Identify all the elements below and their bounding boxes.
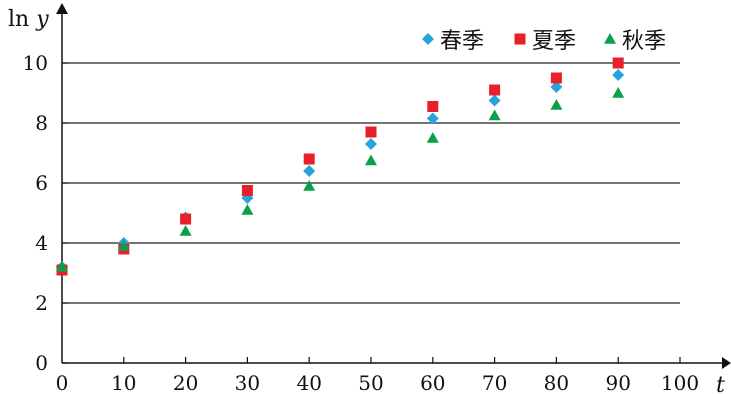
legend-label-diamond: 春季 — [440, 29, 484, 54]
point-triangle-60 — [426, 132, 439, 143]
point-triangle-0 — [56, 261, 68, 272]
point-triangle-70 — [488, 109, 501, 121]
y-tick-label-4: 4 — [35, 231, 48, 255]
point-diamond-60 — [426, 112, 439, 125]
legend-item-diamond: 春季 — [422, 29, 484, 54]
data-points — [56, 57, 625, 276]
y-axis-label-ln: ln — [8, 7, 29, 32]
legend-label-square: 夏季 — [532, 29, 576, 54]
point-square-40 — [303, 153, 315, 165]
legend-marker-diamond — [422, 33, 434, 45]
grid-lines — [62, 62, 680, 304]
legend-marker-triangle — [604, 33, 616, 44]
point-diamond-80 — [550, 81, 563, 93]
point-triangle-80 — [550, 99, 563, 110]
x-tick-label-80: 80 — [544, 371, 569, 394]
y-axis-label-var: y — [35, 7, 49, 32]
y-tick-label-6: 6 — [35, 171, 48, 195]
point-triangle-30 — [241, 204, 254, 215]
point-square-70 — [489, 84, 501, 96]
point-triangle-90 — [612, 87, 625, 98]
tick-labels: 0 10 20 30 40 50 60 70 80 90 100 0 2 4 6 8 10 — [23, 51, 700, 394]
y-axis-label: ln y — [8, 7, 49, 32]
legend-item-triangle: 秋季 — [604, 29, 666, 54]
point-triangle-50 — [365, 154, 377, 166]
legend-item-square: 夏季 — [514, 29, 576, 54]
point-diamond-50 — [365, 138, 377, 150]
x-tick-label-0: 0 — [56, 371, 69, 394]
x-tick-label-20: 20 — [173, 371, 198, 394]
y-tick-label-8: 8 — [35, 111, 48, 135]
point-triangle-20 — [179, 225, 192, 236]
point-triangle-10 — [117, 240, 130, 251]
x-axis-label: t — [716, 373, 725, 394]
x-tick-label-70: 70 — [482, 371, 507, 394]
point-diamond-70 — [488, 94, 501, 107]
point-square-80 — [550, 72, 562, 84]
y-tick-label-0: 0 — [35, 351, 48, 375]
axes — [56, 3, 731, 369]
x-tick-label-30: 30 — [235, 371, 260, 394]
point-square-20 — [180, 213, 192, 225]
x-tick-label-10: 10 — [111, 371, 136, 394]
legend: 春季 夏季 秋季 — [422, 29, 666, 54]
legend-label-triangle: 秋季 — [622, 29, 666, 54]
point-diamond-40 — [303, 165, 316, 177]
y-axis-arrow — [56, 3, 68, 14]
x-axis-arrow — [722, 357, 731, 369]
series-triangle — [56, 87, 625, 272]
point-square-60 — [427, 101, 439, 112]
y-tick-label-2: 2 — [35, 291, 48, 315]
legend-marker-square — [514, 33, 526, 45]
point-square-30 — [241, 185, 253, 196]
x-tick-label-100: 100 — [661, 371, 699, 394]
x-tick-label-50: 50 — [358, 371, 383, 394]
point-triangle-40 — [303, 180, 316, 191]
point-square-90 — [612, 57, 624, 69]
x-tick-label-60: 60 — [420, 371, 445, 394]
x-tick-label-90: 90 — [605, 371, 630, 394]
y-tick-label-10: 10 — [23, 51, 48, 75]
point-square-50 — [365, 126, 377, 138]
x-tick-label-40: 40 — [296, 371, 321, 394]
point-diamond-90 — [612, 69, 625, 81]
